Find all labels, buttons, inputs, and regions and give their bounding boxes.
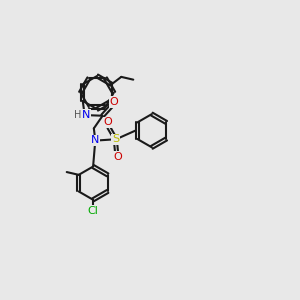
Text: O: O	[104, 117, 112, 128]
Text: O: O	[113, 152, 122, 162]
Text: N: N	[82, 110, 91, 120]
Text: Cl: Cl	[88, 206, 99, 216]
Text: O: O	[110, 97, 118, 107]
Text: H: H	[74, 110, 82, 120]
Text: S: S	[112, 134, 119, 145]
Text: N: N	[91, 135, 99, 146]
